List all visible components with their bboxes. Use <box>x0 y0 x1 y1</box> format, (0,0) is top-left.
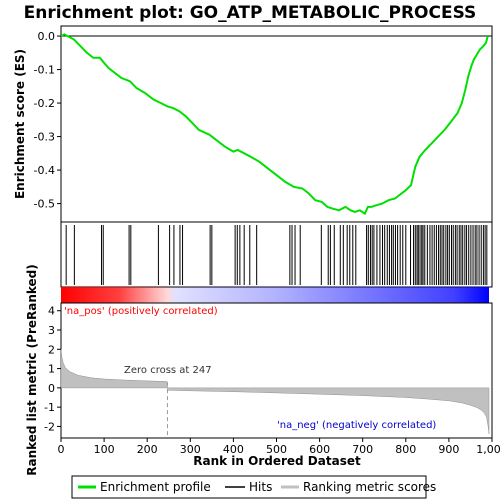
x-tick-label: 600 <box>309 443 330 456</box>
metric-tick-label: -2 <box>44 420 55 433</box>
negative-correlation-label: 'na_neg' (negatively correlated) <box>277 420 436 431</box>
es-y-ticks: 0.0 -0.1 -0.2 -0.3 -0.4 -0.5 <box>34 30 61 211</box>
x-tick-label: 400 <box>223 443 244 456</box>
metric-panel-frame <box>60 302 493 439</box>
x-tick-label: 700 <box>352 443 373 456</box>
es-y-axis-label: Enrichment score (ES) <box>13 49 27 199</box>
ranking-metric-area <box>60 349 490 435</box>
es-tick-label: -0.5 <box>34 198 55 211</box>
metric-tick-label: -1 <box>44 401 55 414</box>
x-tick-label: 800 <box>395 443 416 456</box>
es-tick-label: -0.3 <box>34 131 55 144</box>
es-panel-frame <box>60 25 493 223</box>
enrichment-profile-line <box>60 33 489 216</box>
es-tick-label: -0.1 <box>34 64 55 77</box>
positive-correlation-label: 'na_pos' (positively correlated) <box>64 306 218 317</box>
x-tick-label: 900 <box>438 443 459 456</box>
zero-cross-label: Zero cross at 247 <box>124 365 212 376</box>
x-tick-label: 100 <box>94 443 115 456</box>
x-axis-label: Rank in Ordered Dataset <box>193 454 361 468</box>
x-tick-label: 200 <box>137 443 158 456</box>
metric-y-axis-label: Ranked list metric (PreRanked) <box>25 264 39 476</box>
metric-tick-label: 1 <box>48 363 55 376</box>
x-axis-ticks: 0 100 200 300 400 500 600 700 800 900 1,000 <box>58 438 500 456</box>
x-tick-label: 300 <box>180 443 201 456</box>
metric-tick-label: 3 <box>48 324 55 337</box>
metric-tick-label: 4 <box>48 305 55 318</box>
x-tick-label: 0 <box>58 443 65 456</box>
legend-box <box>71 475 427 499</box>
rank-color-bar <box>61 287 489 303</box>
legend-hits-label: Hits <box>249 480 272 494</box>
metric-y-ticks: 4 3 2 1 0 -1 -2 <box>44 305 61 433</box>
legend-metric-label: Ranking metric scores <box>303 480 436 494</box>
es-tick-label: -0.2 <box>34 97 55 110</box>
x-tick-label: 500 <box>266 443 287 456</box>
es-tick-label: -0.4 <box>34 164 55 177</box>
legend-enrichment-label: Enrichment profile <box>100 480 211 494</box>
x-tick-label: 1,000 <box>476 443 500 456</box>
metric-tick-label: 2 <box>48 343 55 356</box>
hit-marks <box>65 225 488 285</box>
metric-tick-label: 0 <box>48 382 55 395</box>
es-tick-label: 0.0 <box>38 30 56 43</box>
chart-title: Enrichment plot: GO_ATP_METABOLIC_PROCES… <box>24 3 477 23</box>
